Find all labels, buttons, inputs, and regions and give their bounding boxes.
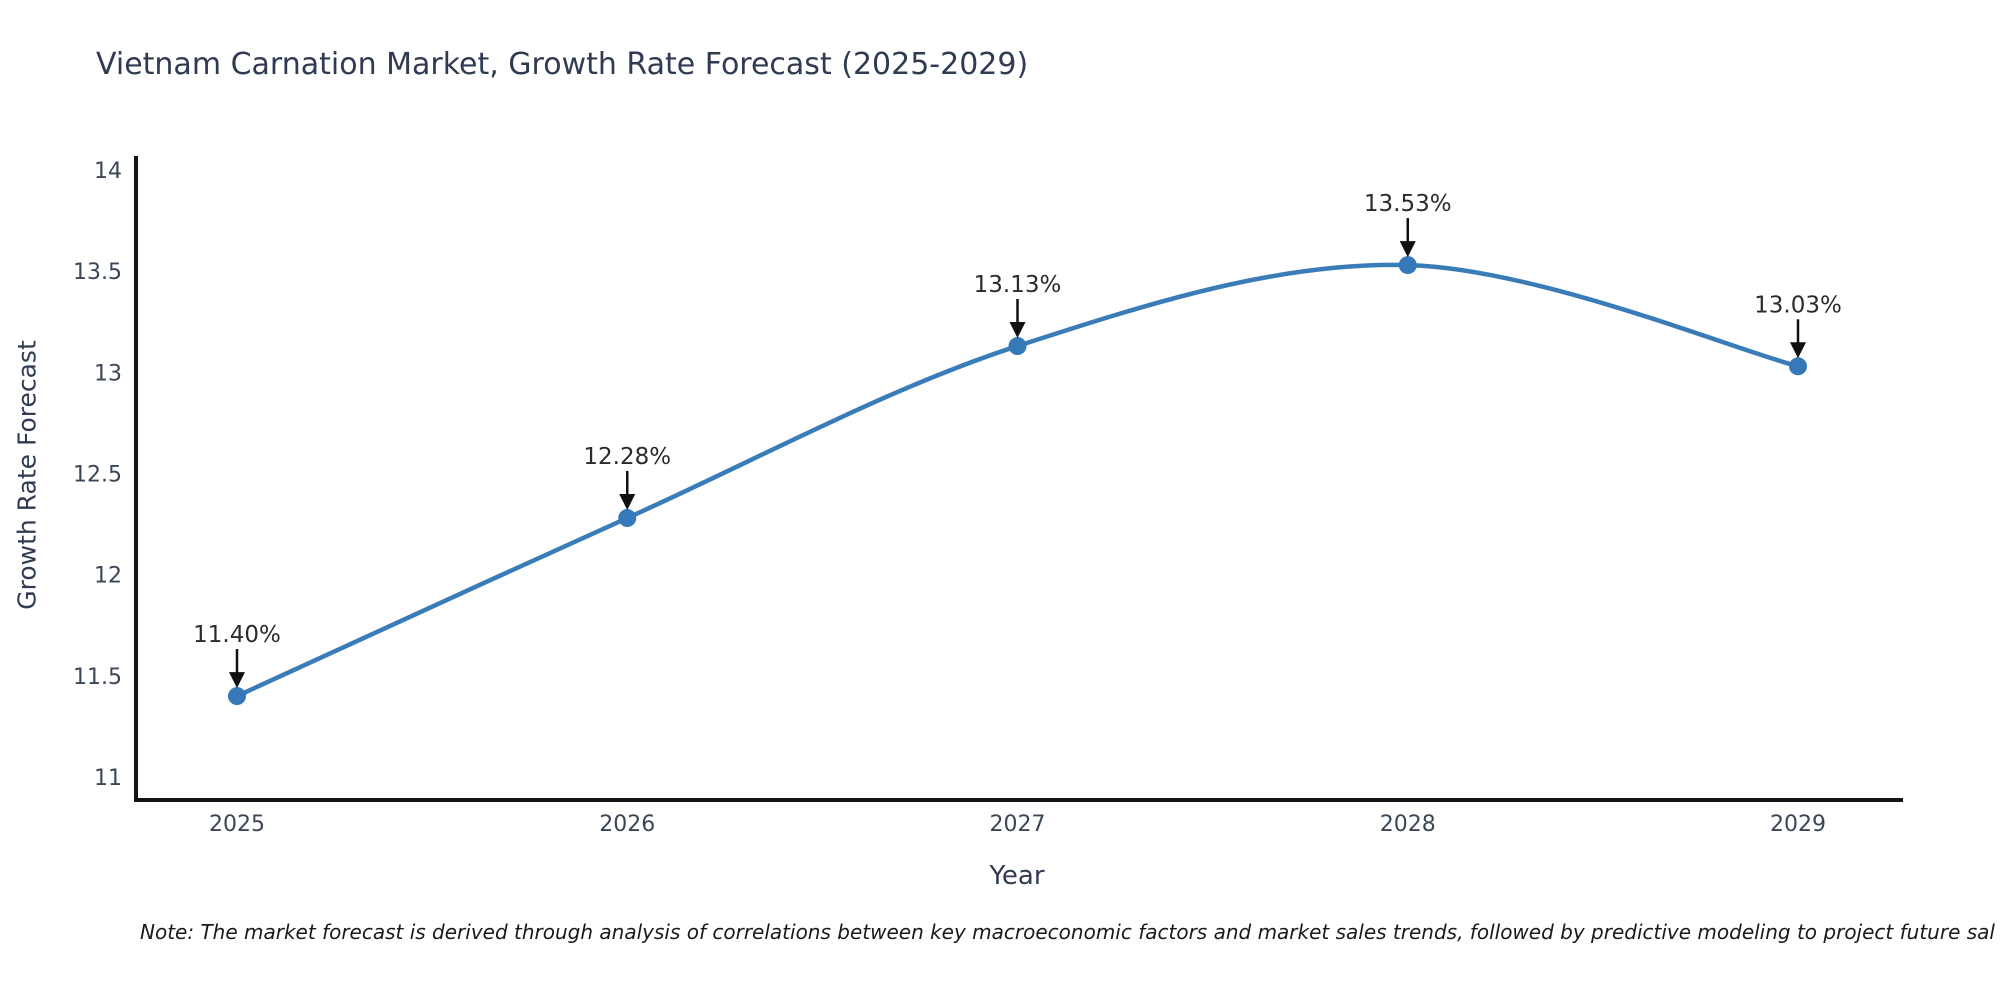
annotation-arrowhead-icon	[229, 672, 245, 689]
x-axis-tick-label: 2029	[1770, 812, 1826, 837]
x-axis-tick-label: 2025	[209, 812, 265, 837]
x-axis-tick-label: 2027	[990, 812, 1046, 837]
footnote: Note: The market forecast is derived thr…	[140, 920, 1995, 944]
annotation-arrowhead-icon	[1009, 322, 1026, 339]
annotation-label: 13.03%	[1754, 292, 1842, 318]
data-point-marker	[228, 687, 246, 706]
data-point-marker	[618, 509, 637, 528]
annotation-label: 12.28%	[583, 444, 671, 470]
data-point-marker	[1008, 337, 1027, 356]
annotation-label: 11.40%	[193, 622, 281, 648]
annotation-label: 13.13%	[974, 272, 1062, 298]
chart-title: Vietnam Carnation Market, Growth Rate Fo…	[96, 47, 1029, 82]
annotation-arrowhead-icon	[619, 494, 636, 511]
data-point-marker	[1398, 256, 1417, 275]
data-point-marker	[1789, 357, 1807, 376]
annotation-arrowhead-icon	[1790, 342, 1806, 359]
x-axis-tick-label: 2028	[1380, 812, 1436, 837]
x-axis-title: Year	[989, 861, 1045, 891]
y-axis-tick-label: 11	[94, 766, 122, 791]
x-axis-tick-label: 2026	[599, 812, 655, 837]
y-axis-tick-label: 13.5	[73, 260, 122, 285]
y-axis-tick-label: 13	[94, 361, 122, 386]
y-axis-tick-label: 14	[94, 159, 122, 184]
y-axis-tick-label: 12.5	[73, 463, 122, 488]
annotation-arrowhead-icon	[1399, 241, 1416, 258]
y-axis-tick-label: 11.5	[73, 665, 122, 690]
y-axis-tick-label: 12	[94, 564, 122, 589]
annotation-label: 13.53%	[1364, 191, 1452, 217]
